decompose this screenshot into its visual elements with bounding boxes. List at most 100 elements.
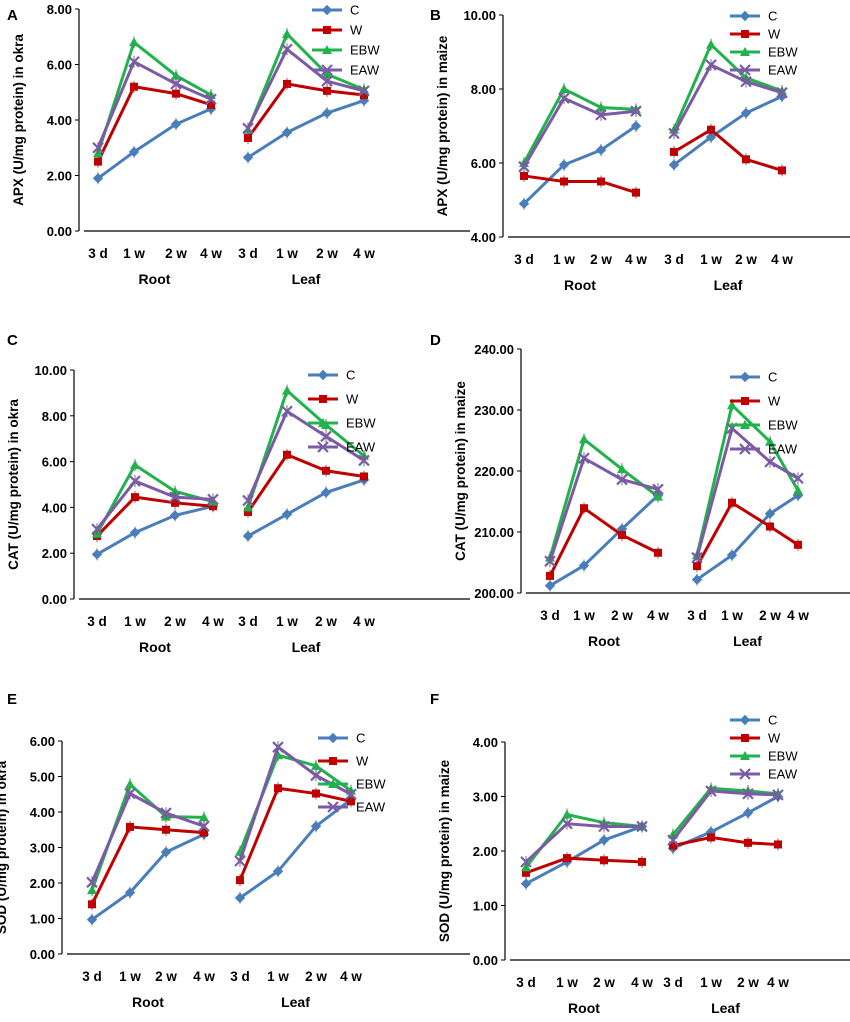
data-point [742, 807, 754, 819]
y-tick-label: 0.00 [42, 592, 67, 607]
data-point [162, 825, 170, 834]
legend-label: C [768, 713, 777, 728]
series-line-leaf [673, 127, 783, 172]
x-tick-label: 3 d [664, 252, 684, 267]
data-point [598, 820, 610, 833]
legend: CW EBW EAW [318, 731, 386, 815]
x-tick-label: 3 d [87, 614, 107, 629]
legend-label: EBW [768, 45, 798, 60]
group-label-leaf: Leaf [292, 639, 321, 655]
x-tick-label: 3 d [663, 975, 683, 990]
group-label-leaf: Leaf [711, 1000, 740, 1016]
legend-label: EBW [350, 43, 380, 58]
data-point [283, 79, 291, 88]
data-point [518, 160, 530, 173]
legend-label: W [356, 754, 369, 769]
data-point [169, 491, 181, 503]
group-label-root: Root [588, 633, 620, 649]
legend-label: EAW [768, 442, 798, 457]
data-point [125, 779, 135, 789]
x-tick-label: 3 d [687, 608, 707, 623]
y-tick-label: 0.00 [473, 953, 498, 968]
x-tick-label: 4 w [353, 614, 375, 629]
data-point [128, 55, 140, 68]
series-c [520, 790, 784, 890]
series-line-root [96, 85, 212, 163]
data-point [728, 498, 736, 507]
series-line-root [96, 59, 212, 149]
y-tick-label: 4.00 [30, 805, 55, 820]
data-point [691, 574, 703, 585]
x-tick-label: 4 w [631, 975, 653, 990]
y-tick-label: 240.00 [474, 342, 514, 357]
data-point [653, 491, 663, 501]
data-point [242, 494, 254, 507]
legend-marker [739, 714, 751, 726]
y-tick-label: 4.00 [47, 113, 72, 128]
data-point [707, 125, 715, 134]
x-tick-label: 2 w [737, 975, 759, 990]
data-point [234, 855, 246, 867]
data-point [597, 177, 605, 186]
data-point [706, 39, 716, 49]
series-w [94, 77, 368, 168]
data-point [766, 522, 774, 531]
legend: CW EBW EAW [308, 368, 376, 455]
data-point [87, 885, 97, 895]
data-point [772, 789, 784, 801]
legend-label: EBW [768, 749, 798, 764]
series-line-leaf [246, 31, 365, 131]
x-tick-label: 2 w [735, 252, 757, 267]
x-tick-label: 1 w [124, 614, 146, 629]
data-point [243, 502, 253, 512]
y-tick-label: 6.00 [47, 58, 72, 73]
legend-marker [741, 734, 749, 742]
data-point [764, 508, 776, 519]
data-point [129, 37, 139, 47]
y-tick-label: 200.00 [474, 586, 514, 601]
data-point [126, 822, 134, 831]
legend-label: W [768, 731, 781, 746]
x-tick-label: 4 w [340, 969, 362, 984]
x-tick-label: 4 w [771, 252, 793, 267]
legend: CW EBW EAW [730, 713, 798, 782]
data-point [170, 118, 182, 130]
x-tick-label: 2 w [611, 608, 633, 623]
data-point [199, 812, 209, 822]
data-point [740, 107, 752, 119]
x-tick-label: 1 w [700, 252, 722, 267]
legend-label: EAW [768, 767, 798, 782]
series-c [91, 473, 370, 561]
x-tick-label: 2 w [590, 252, 612, 267]
x-tick-label: 1 w [700, 975, 722, 990]
data-point [310, 820, 322, 832]
data-point [281, 43, 293, 56]
data-point [616, 473, 628, 486]
x-tick-label: 2 w [164, 614, 186, 629]
series-line-root [549, 494, 660, 587]
data-point [792, 472, 804, 485]
y-tick-label: 8.00 [47, 2, 72, 17]
data-point [630, 105, 642, 117]
data-point [92, 141, 104, 154]
panel-b: B 4.00 6.00 8.00 10.00 APX (U/mg protein) in … [430, 7, 850, 293]
legend-marker [319, 395, 327, 403]
y-tick-label: 10.00 [34, 363, 67, 378]
panel-e: E 0.00 1.00 2.00 3.00 4.00 5.00 6.00 SOD (U/mg p… [0, 691, 470, 1010]
data-point [742, 155, 750, 164]
data-point [520, 171, 528, 180]
x-tick-label: 3 d [540, 608, 560, 623]
legend-label: EBW [768, 418, 798, 433]
series-line-leaf [671, 789, 779, 842]
series-line-leaf [246, 409, 365, 502]
series-line-root [525, 825, 643, 886]
series-w [546, 496, 802, 582]
series-line-root [91, 833, 205, 921]
panel-f: F 0.00 1.00 2.00 3.00 4.00 SOD (U/mg protein) … [430, 691, 850, 1016]
series-line-leaf [246, 387, 365, 508]
x-tick-label: 1 w [556, 975, 578, 990]
y-tick-label: 0.00 [47, 224, 72, 239]
panel-a: A 0.00 2.00 4.00 6.00 8.00 APX (U/mg protein) … [7, 2, 470, 287]
series-line-root [522, 124, 637, 205]
